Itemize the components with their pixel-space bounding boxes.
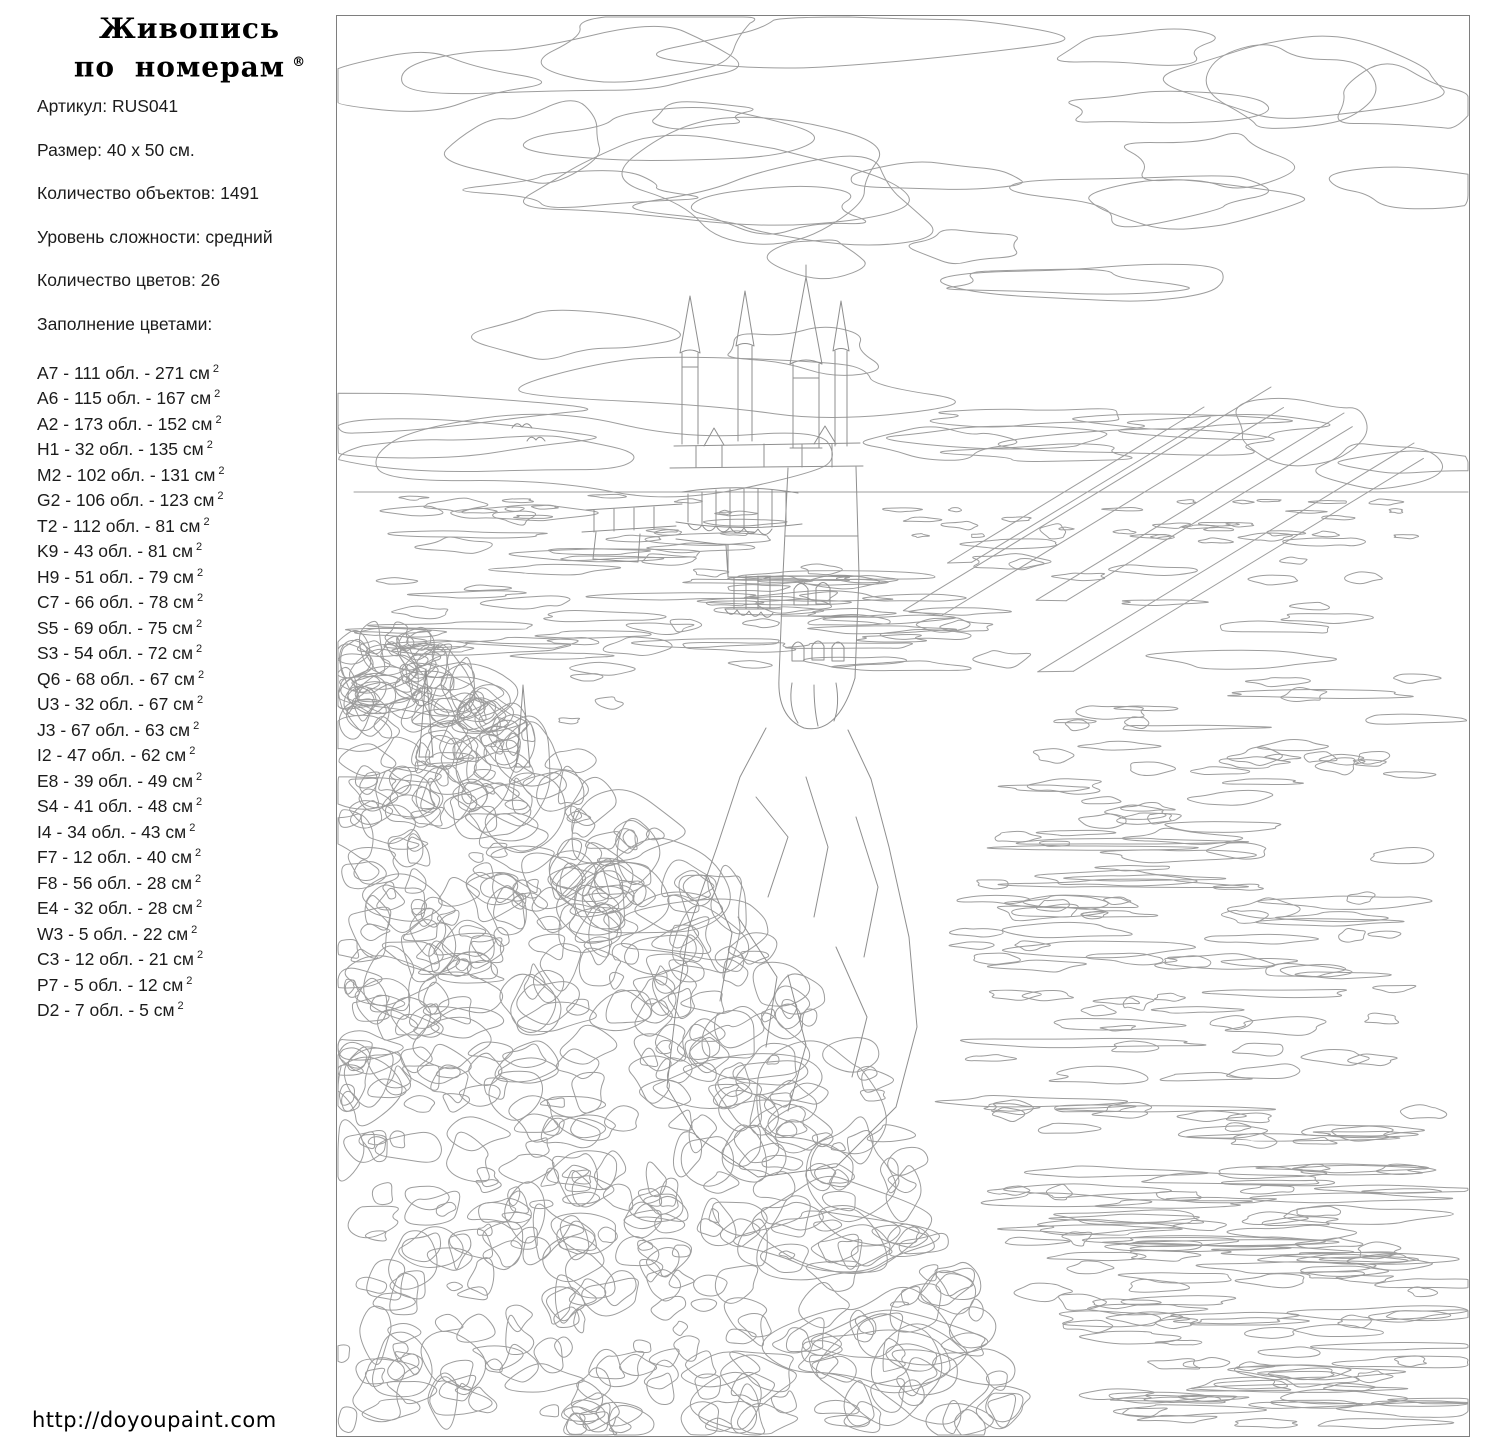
color-list-item: U3 - 32 обл. - 67 см 2 <box>37 694 204 715</box>
color-list-item: P7 - 5 обл. - 12 см 2 <box>37 974 193 995</box>
castle-outline <box>418 264 918 1178</box>
canvas-border <box>336 15 1470 1437</box>
color-list-item: S3 - 54 обл. - 72 см 2 <box>37 643 203 664</box>
sky-clouds-outlines <box>337 16 1469 498</box>
info-objects-count: Количество объектов: 1491 <box>37 183 260 203</box>
color-list-item: E8 - 39 обл. - 49 см 2 <box>37 770 203 791</box>
color-list-item: J3 - 67 обл. - 63 см 2 <box>37 719 200 740</box>
color-list-item: I4 - 34 обл. - 43 см 2 <box>37 821 196 842</box>
info-difficulty: Уровень сложности: средний <box>37 226 273 247</box>
color-list-item: K9 - 43 обл. - 81 см 2 <box>37 541 203 562</box>
color-list-item: T2 - 112 обл. - 81 см 2 <box>37 515 210 536</box>
site-url-link[interactable]: http://doyoupaint.com <box>32 1408 277 1432</box>
registered-trademark: ® <box>292 55 306 70</box>
info-fill-header: Заполнение цветами: <box>37 313 213 334</box>
brand-logo-line2-text: по номерам <box>73 50 286 84</box>
color-list-item: A2 - 173 обл. - 152 см 2 <box>37 413 222 434</box>
color-list-item: E4 - 32 обл. - 28 см 2 <box>37 898 203 918</box>
color-list-item: I2 - 47 обл. - 62 см 2 <box>37 745 196 766</box>
info-colors-count: Количество цветов: 26 <box>37 270 221 290</box>
brand-logo: Живопись по номерам ® <box>62 12 317 84</box>
color-list-item: H9 - 51 обл. - 79 см 2 <box>37 566 204 587</box>
color-list-item: W3 - 5 обл. - 22 см 2 <box>37 923 198 944</box>
color-list-item: C3 - 12 обл. - 21 см 2 <box>37 948 204 969</box>
painting-outline-canvas <box>336 15 1470 1437</box>
color-list-item: Q6 - 68 обл. - 67 см 2 <box>37 668 205 689</box>
brand-logo-line2: по номерам ® <box>62 46 317 84</box>
color-list-item: F8 - 56 обл. - 28 см 2 <box>37 872 202 893</box>
color-list-item: G2 - 106 обл. - 123 см 2 <box>37 490 224 511</box>
color-list-item: S4 - 41 обл. - 48 см 2 <box>37 796 203 817</box>
color-list-item: A6 - 115 обл. - 167 см 2 <box>37 388 221 409</box>
color-list-item: A7 - 111 обл. - 271 см 2 <box>37 362 219 383</box>
color-list-item: H1 - 32 обл. - 135 см 2 <box>37 439 213 460</box>
color-list-item: M2 - 102 обл. - 131 см 2 <box>37 464 225 485</box>
outline-artwork-svg <box>336 15 1470 1437</box>
info-article: Артикул: RUS041 <box>37 96 179 116</box>
color-list-item: F7 - 12 обл. - 40 см 2 <box>37 847 202 868</box>
footer: http://doyoupaint.com <box>32 1408 277 1432</box>
info-size: Размер: 40 x 50 см. <box>37 139 195 160</box>
color-list-item: C7 - 66 обл. - 78 см 2 <box>37 592 204 613</box>
color-fill-list: A7 - 111 обл. - 271 см 2 A6 - 115 обл. - 1… <box>37 359 327 1022</box>
color-list-item: S5 - 69 обл. - 75 см 2 <box>37 617 203 638</box>
color-list-item: D2 - 7 обл. - 5 см 2 <box>37 999 184 1020</box>
cliff-foliage-outlines <box>337 620 1031 1436</box>
product-info: Артикул: RUS041 Размер: 40 x 50 см. Коли… <box>37 97 327 358</box>
brand-logo-line1: Живопись <box>99 12 280 45</box>
sun-rays-outlines <box>902 386 1444 673</box>
